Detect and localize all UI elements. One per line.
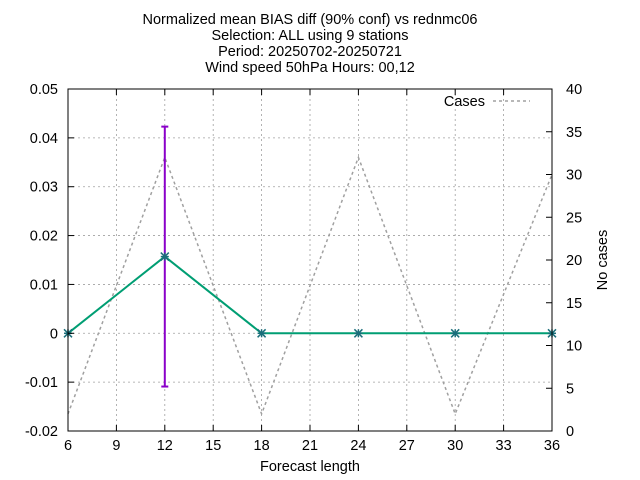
chart-title-line-2: Selection: ALL using 9 stations	[211, 28, 409, 44]
chart-title-line-4: Wind speed 50hPa Hours: 00,12	[205, 60, 415, 76]
axis-ticks: 6 9 12 15 18 21 24 27 30 33 36 -0.02 -0.01 0 0.01 0.02 0…	[25, 82, 582, 454]
x-tick-label: 33	[496, 438, 512, 454]
x-tick-label: 21	[302, 438, 318, 454]
x-tick-label: 30	[447, 438, 463, 454]
y-tick-label: 0.04	[30, 131, 58, 147]
y2-tick-label: 20	[566, 253, 582, 269]
x-tick-label: 36	[544, 438, 560, 454]
y-tick-label: 0.03	[30, 180, 58, 196]
x-tick-label: 6	[64, 438, 72, 454]
legend: Cases	[444, 94, 530, 110]
y2-axis-label: No cases	[595, 230, 611, 290]
x-tick-label: 27	[399, 438, 415, 454]
y-tick-label: -0.01	[25, 375, 58, 391]
bias-point	[353, 328, 363, 338]
y-tick-label: 0.01	[30, 277, 58, 293]
x-tick-label: 15	[205, 438, 221, 454]
bias-point	[257, 328, 267, 338]
y2-tick-label: 10	[566, 339, 582, 355]
x-tick-label: 18	[254, 438, 270, 454]
y2-tick-label: 5	[566, 381, 574, 397]
chart-title-line-3: Period: 20250702-20250721	[218, 44, 402, 60]
x-tick-label: 9	[112, 438, 120, 454]
y2-tick-label: 35	[566, 125, 582, 141]
y2-tick-label: 0	[566, 424, 574, 440]
series-layer	[63, 125, 557, 417]
y2-tick-label: 15	[566, 296, 582, 312]
bias-line	[67, 255, 552, 335]
bias-point	[160, 252, 170, 262]
y2-tick-label: 25	[566, 210, 582, 226]
legend-label-cases: Cases	[444, 94, 485, 110]
x-axis-label: Forecast length	[260, 459, 360, 475]
y2-tick-label: 40	[566, 82, 582, 98]
x-tick-label: 12	[157, 438, 173, 454]
chart-title-line-1: Normalized mean BIAS diff (90% conf) vs …	[142, 12, 478, 28]
y-tick-label: -0.02	[25, 424, 58, 440]
y-tick-label: 0.02	[30, 229, 58, 245]
y2-tick-label: 30	[566, 168, 582, 184]
cases-line	[67, 155, 553, 417]
grid	[68, 89, 552, 431]
y-tick-label: 0.05	[30, 82, 58, 98]
bias-point	[450, 328, 460, 338]
x-tick-label: 24	[350, 438, 366, 454]
y-tick-label: 0	[50, 326, 58, 342]
